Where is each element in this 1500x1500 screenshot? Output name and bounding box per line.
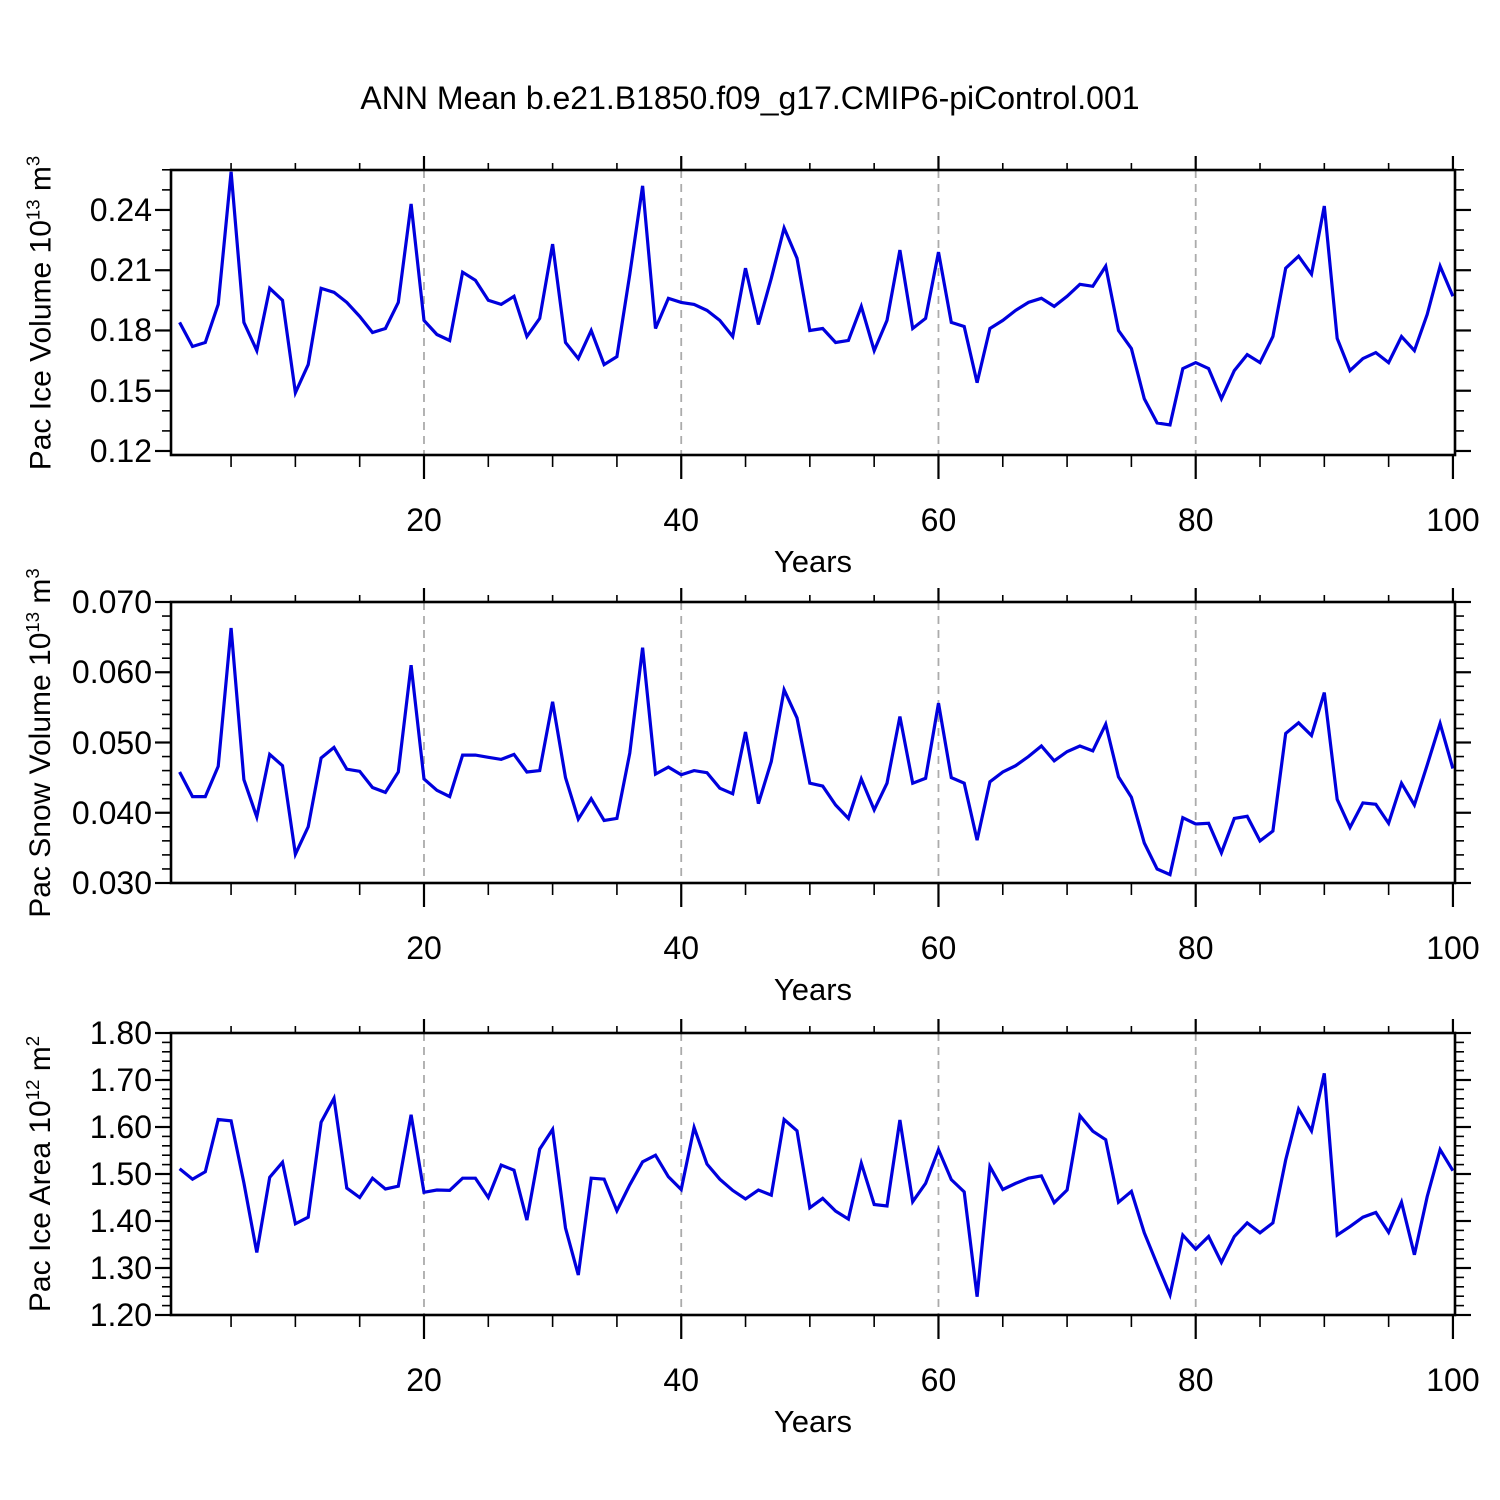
- y-tick-label: 0.18: [89, 312, 152, 349]
- y-tick-label: 1.70: [89, 1062, 152, 1098]
- y-axis-title-superscript: 12: [22, 1079, 44, 1101]
- y-axis-title-text: m: [23, 578, 57, 612]
- y-tick-label: 1.60: [89, 1109, 152, 1145]
- x-axis-title: Years: [773, 972, 853, 1007]
- x-tick-label: 60: [920, 930, 957, 966]
- x-tick-label: 80: [1177, 1362, 1214, 1398]
- pac-ice-area-series-line: [178, 1073, 1455, 1301]
- x-tick-label: 20: [406, 502, 442, 538]
- y-axis-title-superscript: 3: [21, 567, 43, 579]
- y-axis-title-text: Pac Snow Volume 10: [23, 632, 57, 918]
- y-tick-label: 0.21: [89, 252, 152, 289]
- y-tick-label: 1.30: [89, 1250, 152, 1286]
- y-axis-title-text: Pac Ice Area 10: [24, 1100, 58, 1313]
- x-tick-label: 80: [1177, 930, 1214, 966]
- y-axis-title: Pac Ice Volume 1013 m3: [22, 155, 58, 470]
- chart-title: ANN Mean b.e21.B1850.f09_g17.CMIP6-piCon…: [360, 80, 1140, 116]
- y-tick-label: 0.030: [71, 865, 152, 901]
- y-tick-label: 0.24: [89, 191, 152, 228]
- y-tick-label: 0.050: [71, 724, 152, 761]
- panel-pac-ice-volume: [155, 156, 1471, 479]
- x-tick-label: 40: [663, 502, 700, 538]
- y-axis-title: Pac Ice Area 1012 m2: [22, 1036, 58, 1312]
- y-tick-label: 1.20: [89, 1297, 152, 1333]
- panel-pac-snow-volume: [155, 588, 1471, 907]
- x-tick-label: 20: [406, 930, 442, 966]
- pac-snow-volume-series-line: [178, 627, 1455, 877]
- y-axis-title-text: m: [24, 1046, 58, 1080]
- x-axis-title: Years: [773, 544, 853, 579]
- x-tick-label: 100: [1426, 502, 1480, 538]
- y-tick-label: 1.50: [89, 1156, 152, 1192]
- y-axis-title-superscript: 3: [21, 155, 43, 166]
- x-tick-label: 20: [406, 1362, 442, 1398]
- y-tick-label: 0.12: [89, 432, 152, 469]
- panel-pac-ice-area: [155, 1019, 1471, 1339]
- plot-frame: [169, 1031, 1457, 1317]
- y-tick-label: 0.060: [71, 654, 152, 691]
- x-tick-label: 100: [1426, 1362, 1480, 1398]
- plot-frame: [169, 168, 1457, 457]
- pac-ice-volume-series-line: [178, 171, 1455, 427]
- x-tick-label: 60: [920, 1362, 957, 1398]
- y-tick-label: 0.15: [89, 372, 152, 409]
- y-tick-label: 1.40: [89, 1203, 152, 1239]
- y-tick-label: 0.040: [71, 794, 152, 831]
- x-tick-label: 100: [1426, 930, 1480, 966]
- y-tick-label: 0.070: [71, 584, 152, 620]
- y-axis-title-text: m: [23, 165, 57, 199]
- y-axis-title-superscript: 2: [22, 1035, 44, 1047]
- y-tick-label: 1.80: [89, 1015, 152, 1051]
- y-axis-title-superscript: 13: [21, 198, 43, 220]
- x-tick-label: 80: [1177, 502, 1214, 538]
- x-axis-title: Years: [773, 1404, 853, 1439]
- x-tick-label: 40: [663, 1362, 700, 1398]
- x-tick-label: 60: [920, 502, 957, 538]
- y-axis-title-text: Pac Ice Volume 10: [23, 219, 57, 470]
- x-tick-label: 40: [663, 930, 700, 966]
- y-axis-title-superscript: 13: [21, 611, 43, 633]
- y-axis-title: Pac Snow Volume 1013 m3: [22, 568, 58, 918]
